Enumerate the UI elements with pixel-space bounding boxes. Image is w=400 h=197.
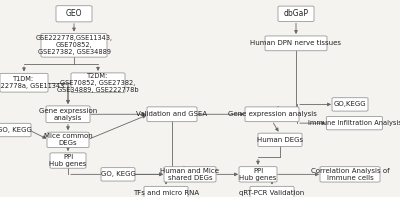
FancyBboxPatch shape	[71, 73, 125, 93]
FancyBboxPatch shape	[144, 186, 188, 197]
FancyBboxPatch shape	[56, 6, 92, 22]
FancyBboxPatch shape	[326, 116, 382, 130]
Text: GO,KEGG: GO,KEGG	[334, 101, 366, 107]
FancyBboxPatch shape	[265, 36, 327, 51]
Text: Human DEGs: Human DEGs	[257, 137, 303, 143]
Text: dbGaP: dbGaP	[284, 9, 308, 18]
Text: PPI
Hub genes: PPI Hub genes	[49, 154, 87, 167]
Text: PPI
Hub genes: PPI Hub genes	[239, 168, 277, 181]
Text: Human DPN nerve tissues: Human DPN nerve tissues	[250, 40, 342, 46]
Text: T2DM:
GSE70852, GSE27382,
GSE34889, GSE222778b: T2DM: GSE70852, GSE27382, GSE34889, GSE2…	[57, 73, 139, 93]
FancyBboxPatch shape	[239, 167, 277, 182]
Text: GSE222778,GSE11343,
GSE70852,
GSE27382, GSE34889: GSE222778,GSE11343, GSE70852, GSE27382, …	[36, 35, 112, 55]
FancyBboxPatch shape	[50, 153, 86, 168]
Text: Gene expression
analysis: Gene expression analysis	[39, 108, 97, 121]
FancyBboxPatch shape	[250, 186, 294, 197]
FancyBboxPatch shape	[320, 167, 380, 182]
FancyBboxPatch shape	[278, 6, 314, 21]
FancyBboxPatch shape	[245, 107, 299, 122]
FancyBboxPatch shape	[164, 167, 216, 182]
FancyBboxPatch shape	[47, 132, 89, 148]
Text: T1DM:
GSE222778a, GSE11343: T1DM: GSE222778a, GSE11343	[0, 76, 65, 89]
FancyBboxPatch shape	[332, 98, 368, 111]
Text: GO, KEGG: GO, KEGG	[0, 127, 32, 133]
FancyBboxPatch shape	[101, 168, 135, 181]
FancyBboxPatch shape	[41, 33, 107, 57]
FancyBboxPatch shape	[258, 133, 302, 147]
FancyBboxPatch shape	[46, 106, 90, 123]
Text: qRT-PCR Validation: qRT-PCR Validation	[239, 190, 305, 196]
Text: Correlation Analysis of
Immune cells: Correlation Analysis of Immune cells	[311, 168, 389, 181]
FancyBboxPatch shape	[0, 123, 31, 137]
Text: Validation and GSEA: Validation and GSEA	[136, 111, 208, 117]
FancyBboxPatch shape	[0, 73, 48, 92]
Text: TFs and micro RNA: TFs and micro RNA	[133, 190, 199, 196]
Text: GEO: GEO	[66, 9, 82, 18]
Text: GO, KEGG: GO, KEGG	[100, 171, 136, 177]
Text: Human and Mice
shared DEGs: Human and Mice shared DEGs	[160, 168, 220, 181]
Text: Mice common
DEGs: Mice common DEGs	[44, 133, 92, 146]
Text: Immune Infiltration Analysis: Immune Infiltration Analysis	[308, 120, 400, 126]
FancyBboxPatch shape	[147, 107, 197, 122]
Text: Gene expression analysis: Gene expression analysis	[228, 111, 316, 117]
